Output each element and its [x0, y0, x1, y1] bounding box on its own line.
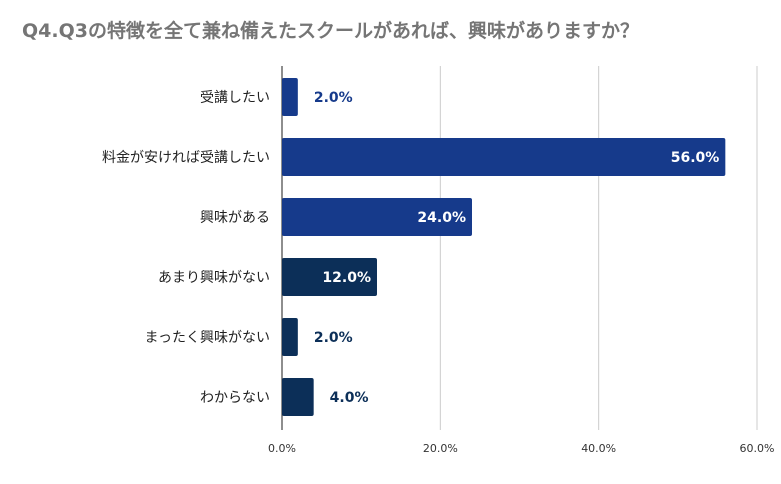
- x-tick-label: 40.0%: [581, 442, 616, 455]
- bar: [282, 378, 314, 416]
- data-label: 4.0%: [330, 390, 369, 406]
- category-label: 料金が安ければ受講したい: [102, 150, 270, 166]
- data-label: 56.0%: [671, 150, 720, 166]
- bar: [282, 198, 472, 236]
- category-label: まったく興味がない: [145, 330, 270, 346]
- data-label: 12.0%: [322, 270, 371, 286]
- data-label: 24.0%: [417, 210, 466, 226]
- category-label: わからない: [200, 390, 270, 406]
- category-label: あまり興味がない: [158, 270, 270, 286]
- bar: [282, 138, 726, 176]
- x-tick-label: 20.0%: [423, 442, 458, 455]
- x-tick-label: 0.0%: [268, 442, 296, 455]
- chart-title: Q4.Q3の特徴を全て兼ね備えたスクールがあれば、興味がありますか？: [22, 20, 639, 42]
- bar: [282, 318, 298, 356]
- bar: [282, 258, 377, 296]
- x-tick-label: 60.0%: [740, 442, 775, 455]
- data-label: 2.0%: [314, 90, 353, 106]
- category-label: 受講したい: [200, 90, 270, 106]
- data-label: 2.0%: [314, 330, 353, 346]
- bar: [282, 78, 298, 116]
- category-label: 興味がある: [200, 210, 270, 226]
